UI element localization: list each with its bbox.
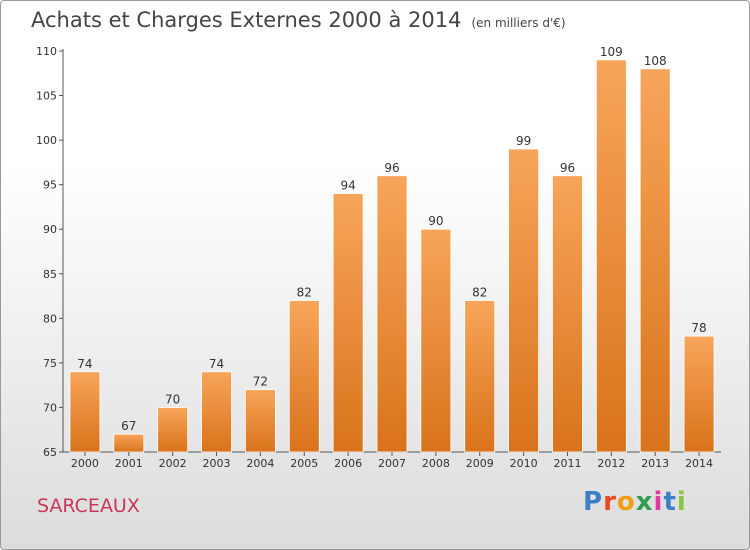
y-tick-label: 110 xyxy=(36,45,57,58)
x-tick-label: 2010 xyxy=(510,457,538,470)
bar-value-label: 74 xyxy=(209,357,224,371)
bar xyxy=(595,59,627,453)
logo-letter: i xyxy=(653,487,664,517)
bar-value-label: 96 xyxy=(384,161,399,175)
proxiti-logo: Proxiti xyxy=(583,487,687,517)
x-tick-label: 2004 xyxy=(246,457,274,470)
bar xyxy=(552,175,583,453)
logo-letter: r xyxy=(603,487,617,517)
chart-subtitle: (en milliers d'€) xyxy=(471,16,566,30)
bar-value-label: 67 xyxy=(121,419,136,433)
x-tick-label: 2006 xyxy=(334,457,362,470)
logo-letter: x xyxy=(635,487,654,517)
logo-letter: t xyxy=(663,487,677,517)
city-name: SARCEAUX xyxy=(37,495,140,517)
bar-value-label: 70 xyxy=(165,392,180,406)
y-tick-label: 80 xyxy=(43,312,57,325)
bar-value-label: 108 xyxy=(644,54,667,68)
bar-value-label: 99 xyxy=(516,134,531,148)
bar xyxy=(69,371,101,453)
x-tick-label: 2011 xyxy=(553,457,581,470)
bar xyxy=(332,193,364,453)
bar-value-label: 94 xyxy=(340,179,355,193)
x-tick-label: 2005 xyxy=(290,457,318,470)
logo-letter: P xyxy=(583,487,604,517)
bar xyxy=(113,433,145,453)
bar xyxy=(376,175,408,453)
chart-title-text: Achats et Charges Externes 2000 à 2014 xyxy=(31,8,462,32)
chart-title: Achats et Charges Externes 2000 à 2014 (e… xyxy=(31,8,566,32)
bar-value-label: 96 xyxy=(560,161,575,175)
bar-value-label: 90 xyxy=(428,214,443,228)
logo-letter: i xyxy=(676,487,687,517)
bar-value-label: 74 xyxy=(77,357,92,371)
bar xyxy=(683,335,715,453)
bar xyxy=(244,389,276,453)
bar xyxy=(639,68,671,453)
bar-value-label: 78 xyxy=(691,321,706,335)
y-tick-label: 65 xyxy=(43,446,57,459)
logo-letter: o xyxy=(616,487,636,517)
y-tick-label: 75 xyxy=(43,357,57,370)
x-tick-label: 2000 xyxy=(71,457,99,470)
bar-value-label: 72 xyxy=(253,375,268,389)
x-tick-label: 2003 xyxy=(203,457,231,470)
bar xyxy=(201,371,232,453)
bar-value-label: 82 xyxy=(297,286,312,300)
x-tick-label: 2007 xyxy=(378,457,406,470)
x-tick-label: 2014 xyxy=(685,457,713,470)
bar xyxy=(157,407,189,453)
x-tick-label: 2012 xyxy=(597,457,625,470)
y-tick-label: 70 xyxy=(43,401,57,414)
y-tick-label: 105 xyxy=(36,90,57,103)
y-tick-label: 90 xyxy=(43,223,57,236)
x-tick-label: 2013 xyxy=(641,457,669,470)
bar-value-label: 82 xyxy=(472,286,487,300)
x-tick-label: 2009 xyxy=(466,457,494,470)
x-tick-label: 2001 xyxy=(115,457,143,470)
bar xyxy=(464,300,496,453)
x-tick-label: 2008 xyxy=(422,457,450,470)
bar xyxy=(508,148,540,453)
bar xyxy=(420,228,452,453)
bar xyxy=(288,300,320,453)
x-tick-label: 2002 xyxy=(159,457,187,470)
bar-value-label: 109 xyxy=(600,45,623,59)
y-tick-label: 100 xyxy=(36,134,57,147)
y-tick-label: 85 xyxy=(43,268,57,281)
y-tick-label: 95 xyxy=(43,179,57,192)
